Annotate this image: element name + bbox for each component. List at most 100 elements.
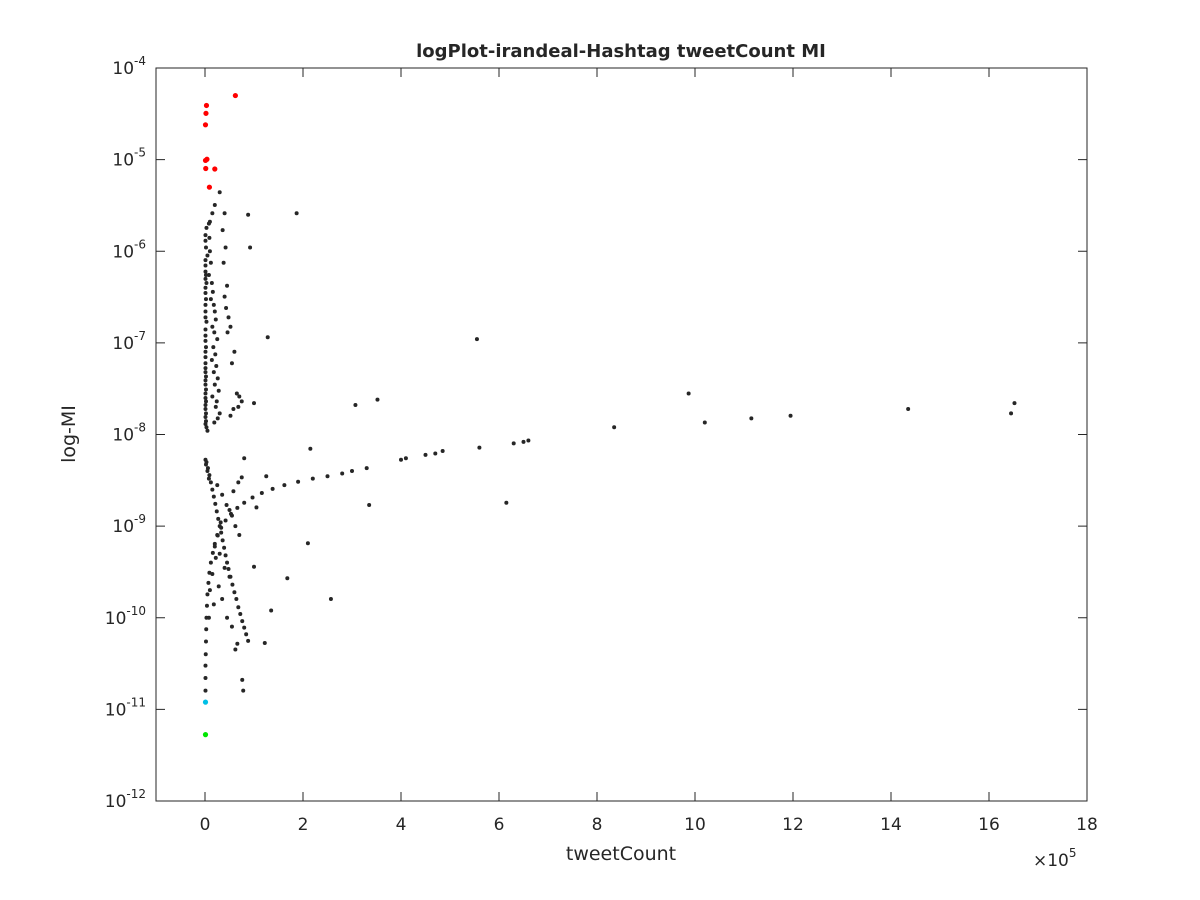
data-point-default [353,402,358,407]
data-point-default [217,190,222,195]
y-tick-base: 10 [105,700,127,720]
y-tick-label: 10-12 [105,787,146,812]
data-point-default [211,370,216,375]
data-point-default [217,411,222,416]
y-tick-label: 10-10 [105,604,146,629]
data-point-default [310,476,315,481]
data-point-default [203,355,208,360]
data-point-default [228,511,233,516]
tick-marks [156,67,1088,802]
data-point-default [375,397,380,402]
data-point-red [202,157,209,164]
y-tick-exponent: -6 [134,237,146,251]
data-point-default [210,572,215,577]
data-point-default [223,518,228,523]
data-point-default [224,503,229,508]
y-tick-label: 10-5 [112,146,146,171]
data-point-default [308,446,313,451]
data-point-default [214,509,219,514]
data-point-default [237,394,242,399]
data-point-default [294,211,299,216]
data-point-default [203,422,208,427]
data-point-default [237,533,242,537]
data-point-default [269,608,274,613]
data-point-default [203,676,208,680]
data-point-cyan [202,699,209,705]
x-tick-label: 10 [684,815,706,835]
data-point-default [204,425,209,430]
data-point-default [229,624,234,629]
data-point-default [203,327,208,332]
data-point-default [231,406,236,411]
data-point-default [203,396,208,401]
data-point-default [232,349,237,354]
data-point-default [215,337,220,342]
x-tick-label: 8 [592,815,603,835]
data-point-default [207,249,212,254]
data-point-default [203,302,208,307]
data-point-default [216,388,221,393]
data-point-default [239,475,244,480]
x-tick-label: 2 [298,815,309,835]
data-point-default [203,269,208,274]
data-point-default [204,603,209,608]
data-point-default [203,297,208,302]
data-point-default [208,560,213,565]
data-point-default [203,309,208,314]
y-tick-label: 10-8 [112,421,146,446]
data-point-default [214,399,219,404]
data-point-default [367,503,372,508]
data-point-default [225,330,230,335]
data-point-default [205,468,210,473]
data-point-default [235,505,240,510]
data-point-default [216,516,221,521]
data-point-default [213,555,218,560]
y-tick-base: 10 [105,792,127,812]
data-point-default [203,276,208,281]
data-point-default [222,565,227,570]
data-point-default [203,345,208,350]
data-point-default [220,492,225,497]
data-point-default [270,486,275,491]
data-point-default [203,402,208,407]
data-point-default [203,415,208,420]
data-point-default [423,452,428,457]
data-point-default [208,297,213,302]
data-points [202,92,1017,738]
y-tick-exponent: -11 [126,695,146,709]
y-tick-base: 10 [112,242,134,262]
data-point-red [202,122,209,128]
y-tick-label: 10-9 [112,512,146,537]
data-point-default [241,688,246,693]
data-point-default [203,349,208,354]
data-point-default [203,273,208,278]
data-point-red [203,110,209,116]
data-point-default [225,283,230,288]
data-point-default [210,289,215,294]
data-point-default [210,211,215,216]
data-point-default [226,567,231,572]
data-point-default [219,530,224,535]
data-point-default [254,505,259,510]
data-point-default [240,619,245,624]
data-point-default [208,260,213,265]
data-point-default [203,663,208,668]
y-tick-label: 10-7 [112,329,146,354]
data-point-default [242,625,247,630]
data-point-default [252,564,256,569]
data-point-default [221,260,226,265]
y-tick-label: 10-6 [112,237,146,262]
data-point-default [203,411,208,416]
data-point-default [220,597,225,602]
data-point-default [203,378,208,383]
data-point-default [203,387,208,392]
y-tick-exponent: -10 [126,604,146,618]
data-point-default [282,483,287,488]
data-point-default [203,391,208,396]
data-point-default [203,639,208,644]
data-point-default [222,211,227,216]
data-point-default [203,366,208,371]
data-point-default [223,245,228,250]
data-point-default [205,592,210,597]
